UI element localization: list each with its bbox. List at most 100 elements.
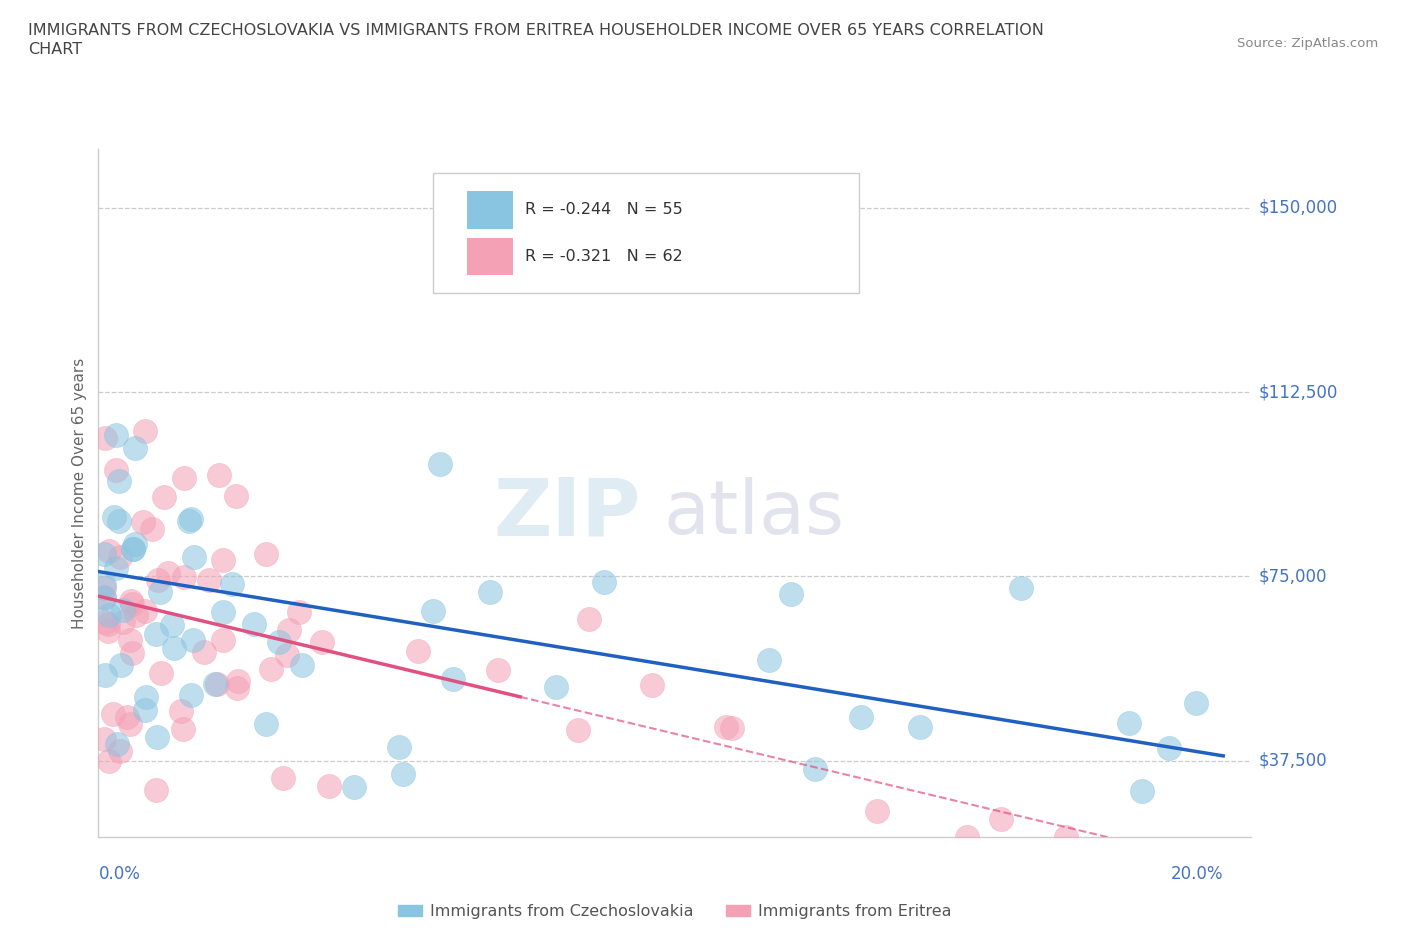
Point xyxy=(111,602,134,617)
Point xyxy=(94,667,117,682)
Point xyxy=(134,702,156,717)
Point xyxy=(103,706,125,721)
Point xyxy=(122,542,145,557)
Point xyxy=(567,723,589,737)
Point xyxy=(1130,783,1153,798)
Bar xyxy=(467,238,513,275)
Point xyxy=(97,617,120,631)
Y-axis label: Householder Income Over 65 years: Householder Income Over 65 years xyxy=(72,357,87,629)
Text: R = -0.321   N = 62: R = -0.321 N = 62 xyxy=(524,249,683,264)
Point xyxy=(714,720,737,735)
Point xyxy=(93,591,115,605)
Point xyxy=(956,830,979,844)
Point xyxy=(780,587,803,602)
Text: atlas: atlas xyxy=(664,477,845,550)
Point xyxy=(908,720,931,735)
Point xyxy=(93,580,115,595)
Point xyxy=(388,739,411,754)
Point xyxy=(180,687,202,702)
Point xyxy=(212,632,235,647)
Point xyxy=(179,513,201,528)
Point xyxy=(149,666,172,681)
Text: 20.0%: 20.0% xyxy=(1171,865,1223,883)
Bar xyxy=(467,191,513,229)
Point xyxy=(110,658,132,672)
Point xyxy=(641,677,664,692)
Point xyxy=(148,573,170,588)
Point xyxy=(124,537,146,551)
Point xyxy=(104,463,127,478)
Point xyxy=(193,644,215,659)
Point xyxy=(212,604,235,619)
Point xyxy=(207,676,229,691)
Point xyxy=(271,771,294,786)
Point xyxy=(422,604,444,618)
Point xyxy=(546,680,568,695)
Point xyxy=(160,618,183,632)
Point xyxy=(1185,696,1208,711)
Text: CHART: CHART xyxy=(28,42,82,57)
Point xyxy=(180,512,202,526)
Point xyxy=(97,624,120,639)
FancyBboxPatch shape xyxy=(433,173,859,293)
Point xyxy=(110,550,132,565)
Point xyxy=(93,732,115,747)
Point xyxy=(343,779,366,794)
Point xyxy=(94,431,117,445)
Point xyxy=(110,744,132,759)
Point xyxy=(120,594,142,609)
Point xyxy=(278,622,301,637)
Point xyxy=(93,590,115,604)
Point xyxy=(990,812,1012,827)
Point xyxy=(125,608,148,623)
Point xyxy=(111,615,134,630)
Text: ZIP: ZIP xyxy=(494,474,640,552)
Point xyxy=(1054,830,1077,844)
Point xyxy=(1010,580,1032,595)
Point xyxy=(117,710,139,724)
Point xyxy=(104,427,127,442)
Point xyxy=(318,778,340,793)
Point xyxy=(866,804,889,818)
Point xyxy=(108,474,131,489)
Point xyxy=(181,633,204,648)
Point xyxy=(478,584,501,599)
Point xyxy=(105,737,128,751)
Point xyxy=(118,716,141,731)
Point xyxy=(406,644,429,658)
Point xyxy=(208,467,231,482)
Point xyxy=(254,716,277,731)
Point xyxy=(122,541,145,556)
Point xyxy=(135,689,157,704)
Point xyxy=(204,677,226,692)
Point xyxy=(104,561,127,576)
Point xyxy=(1118,715,1140,730)
Text: Source: ZipAtlas.com: Source: ZipAtlas.com xyxy=(1237,37,1378,50)
Point xyxy=(98,544,121,559)
Text: $37,500: $37,500 xyxy=(1258,751,1327,770)
Point xyxy=(173,570,195,585)
Point xyxy=(97,753,120,768)
Point xyxy=(288,604,311,619)
Point xyxy=(758,653,780,668)
Point xyxy=(141,522,163,537)
Point xyxy=(121,645,143,660)
Text: IMMIGRANTS FROM CZECHOSLOVAKIA VS IMMIGRANTS FROM ERITREA HOUSEHOLDER INCOME OVE: IMMIGRANTS FROM CZECHOSLOVAKIA VS IMMIGR… xyxy=(28,23,1045,38)
Point xyxy=(156,565,179,580)
Point xyxy=(269,635,291,650)
Point xyxy=(486,663,509,678)
Point xyxy=(120,633,142,648)
Point xyxy=(1157,740,1180,755)
Point xyxy=(93,547,115,562)
Point xyxy=(392,766,415,781)
Point xyxy=(183,550,205,565)
Text: 0.0%: 0.0% xyxy=(98,865,141,883)
Point xyxy=(146,730,169,745)
Point xyxy=(145,782,167,797)
Point xyxy=(311,634,333,649)
Point xyxy=(94,615,117,630)
Point xyxy=(578,612,600,627)
Point xyxy=(134,604,156,618)
Text: $150,000: $150,000 xyxy=(1258,199,1337,217)
Point xyxy=(149,584,172,599)
